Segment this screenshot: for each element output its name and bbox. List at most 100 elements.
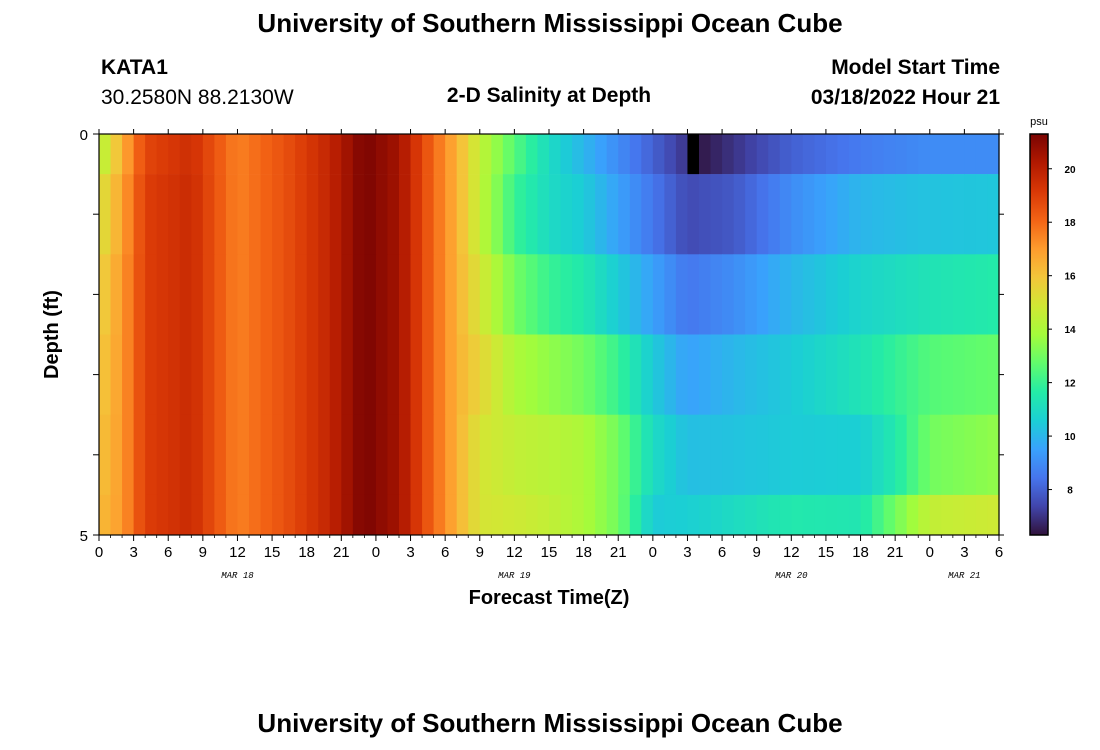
heatmap-cell	[664, 334, 677, 415]
heatmap-cell	[964, 134, 977, 175]
heatmap-cell	[745, 254, 758, 335]
heatmap-cell	[502, 174, 515, 255]
heatmap-cell	[537, 334, 550, 415]
heatmap-cell	[133, 494, 146, 536]
heatmap-cell	[225, 494, 239, 536]
heatmap-cell	[433, 414, 446, 496]
heatmap-cell	[883, 414, 896, 496]
heatmap-cell	[364, 494, 377, 536]
x-tick-label: 12	[506, 544, 523, 561]
heatmap-cell	[664, 174, 677, 255]
heatmap-cell	[341, 334, 354, 415]
heatmap-cell	[145, 494, 158, 536]
heatmap-cell	[745, 334, 758, 415]
heatmap-cell	[872, 254, 885, 335]
heatmap-cell	[272, 134, 285, 175]
heatmap-cell	[514, 414, 527, 496]
heatmap-cell	[422, 414, 435, 496]
heatmap-cell	[618, 334, 631, 415]
heatmap-cell	[618, 494, 631, 536]
heatmap-cell	[952, 254, 965, 335]
heatmap-cell	[260, 494, 273, 536]
heatmap-cell	[849, 414, 862, 496]
heatmap-cell	[387, 174, 400, 255]
heatmap-cell	[687, 174, 700, 255]
heatmap-cell	[306, 494, 319, 536]
heatmap-cell	[225, 174, 239, 255]
heatmap-cell	[237, 134, 250, 175]
x-tick-label: 6	[441, 544, 449, 561]
heatmap-cell	[306, 174, 319, 255]
heatmap-cell	[168, 134, 181, 175]
heatmap-cell	[122, 174, 135, 255]
heatmap-cell	[975, 134, 989, 175]
heatmap-cell	[272, 334, 285, 415]
heatmap-cell	[849, 174, 862, 255]
heatmap-cell	[964, 414, 977, 496]
heatmap-cell	[329, 134, 342, 175]
heatmap-cell	[456, 334, 469, 415]
heatmap-cell	[837, 334, 850, 415]
heatmap-cell	[191, 134, 204, 175]
heatmap-cell	[491, 134, 504, 175]
heatmap-cell	[502, 334, 515, 415]
heatmap-cell	[595, 494, 608, 536]
heatmap-cell	[652, 334, 665, 415]
heatmap-cell	[122, 414, 135, 496]
heatmap-cell	[918, 414, 931, 496]
heatmap-cell	[214, 254, 227, 335]
heatmap-cell	[306, 134, 319, 175]
x-tick-label: 15	[541, 544, 558, 561]
heatmap-cell	[399, 134, 412, 175]
heatmap-cell	[814, 254, 827, 335]
heatmap-cell	[779, 334, 792, 415]
heatmap-cell	[733, 414, 746, 496]
x-tick-label: 0	[926, 544, 934, 561]
heatmap-cell	[987, 494, 1000, 536]
heatmap-cell	[456, 134, 469, 175]
heatmap-cell	[179, 174, 192, 255]
heatmap-cell	[756, 494, 769, 536]
heatmap-cell	[156, 494, 169, 536]
heatmap-cell	[791, 174, 804, 255]
heatmap-cell	[779, 494, 792, 536]
heatmap-cell	[202, 334, 215, 415]
heatmap-cell	[179, 254, 192, 335]
heatmap-cell	[168, 414, 181, 496]
heatmap-cell	[502, 134, 515, 175]
heatmap-cell	[710, 494, 723, 536]
heatmap-cell	[549, 134, 562, 175]
heatmap-cell	[906, 414, 919, 496]
heatmap-cell	[929, 414, 942, 496]
model-start-value: 03/18/2022 Hour 21	[810, 86, 1000, 109]
heatmap-cell	[733, 494, 746, 536]
heatmap-cell	[549, 254, 562, 335]
heatmap-cell	[422, 134, 435, 175]
heatmap-cell	[941, 334, 954, 415]
heatmap-cell	[987, 174, 1000, 255]
heatmap-cell	[237, 174, 250, 255]
heatmap-cell	[341, 254, 354, 335]
heatmap-cell	[768, 414, 781, 496]
heatmap-cell	[929, 254, 942, 335]
x-tick-label: 12	[229, 544, 246, 561]
heatmap-cell	[410, 334, 423, 415]
heatmap-cell	[179, 134, 192, 175]
heatmap-cell	[768, 174, 781, 255]
heatmap-cell	[295, 134, 308, 175]
heatmap-cell	[883, 334, 896, 415]
heatmap-cell	[99, 134, 112, 175]
heatmap-cell	[987, 254, 1000, 335]
heatmap-cell	[387, 134, 400, 175]
heatmap-cell	[595, 334, 608, 415]
heatmap-cell	[214, 334, 227, 415]
heatmap-cell	[364, 414, 377, 496]
heatmap-cell	[99, 494, 112, 536]
heatmap-cell	[99, 414, 112, 496]
heatmap-cell	[802, 334, 815, 415]
x-date-label: MAR 19	[498, 571, 531, 581]
x-date-label: MAR 20	[775, 571, 808, 581]
heatmap-cell	[399, 254, 412, 335]
heatmap-cell	[214, 134, 227, 175]
heatmap-cell	[941, 134, 954, 175]
